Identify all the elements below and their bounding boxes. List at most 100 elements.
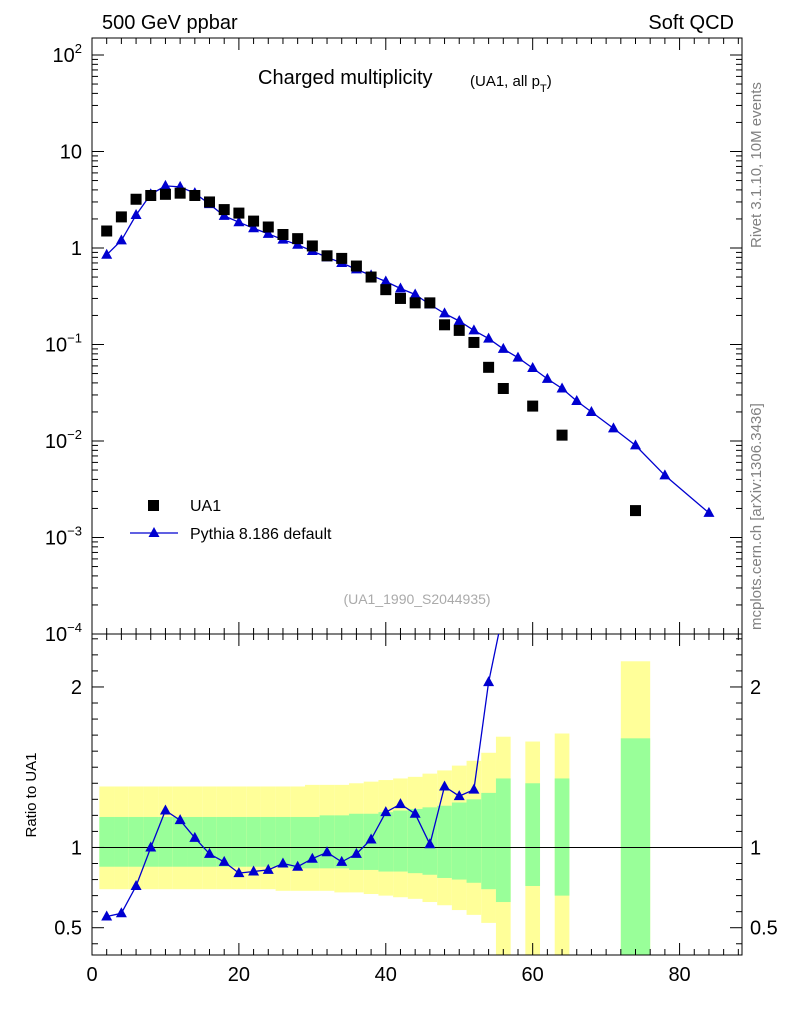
ua1-point	[159, 188, 171, 200]
ua1-point	[336, 252, 348, 264]
ua1-point	[189, 189, 201, 201]
ua1-point	[321, 250, 333, 262]
ratio-band-inner-8	[216, 816, 232, 867]
ratio-band-inner-28	[525, 783, 541, 886]
ratio-pythia-point	[306, 852, 318, 863]
xtick-label-3: 60	[522, 964, 544, 986]
rivet-label: Rivet 3.1.10, 10M events	[748, 82, 765, 248]
pythia-point	[703, 506, 715, 517]
ratio-band-inner-25	[466, 799, 482, 883]
ratio-band-inner-1	[114, 816, 129, 867]
pythia-point	[512, 351, 524, 362]
pythia-point	[409, 288, 421, 299]
ratio-band-inner-6	[187, 816, 203, 867]
main-ytick-label-0: 10−4	[45, 620, 82, 646]
ratio-band-inner-9	[231, 816, 247, 867]
ratio-pythia-point	[130, 879, 142, 890]
xtick-label-4: 80	[668, 964, 690, 986]
ratio-pythia-point	[218, 855, 230, 866]
header-left: 500 GeV ppbar	[102, 12, 238, 34]
ratio-pythia-point	[453, 790, 465, 801]
ua1-point	[483, 361, 495, 373]
title-sub: (UA1, all pT)	[470, 73, 552, 95]
ratio-band-inner-2	[128, 816, 144, 867]
ratio-pythia-point	[336, 855, 348, 866]
ua1-point	[115, 211, 127, 223]
ratio-pythia-point	[321, 846, 333, 857]
ratio-pythia-point	[365, 833, 377, 844]
ua1-point	[218, 204, 230, 216]
ratio-frame	[91, 633, 743, 956]
ua1-point	[101, 225, 113, 237]
ratio-pythia-point	[248, 865, 260, 876]
ratio-band-inner-17	[349, 813, 364, 870]
main-ytick-label-5: 10	[60, 141, 82, 163]
pythia-point	[607, 422, 619, 433]
ua1-point	[468, 336, 480, 348]
ratio-pythia-point	[292, 860, 304, 871]
ua1-point	[233, 207, 245, 219]
legend-ua1-marker	[148, 500, 159, 511]
ratio-band-inner-30	[620, 738, 651, 955]
ratio-ytick-label-right-0: 0.5	[750, 918, 778, 940]
mcplots-label: mcplots.cern.ch [arXiv:1306.3436]	[748, 403, 765, 630]
pythia-point	[115, 234, 127, 245]
ua1-point	[145, 189, 157, 201]
ratio-pythia-point	[189, 831, 201, 842]
main-ytick-label-3: 10−1	[45, 330, 82, 356]
title-main: Charged multiplicity	[258, 67, 433, 89]
pythia-point	[248, 222, 260, 233]
ratio-band-inner-21	[407, 808, 423, 874]
ua1-point	[262, 221, 274, 233]
ua1-point	[350, 260, 362, 272]
ratio-ytick-label-left-1: 1	[71, 837, 82, 859]
header-right: Soft QCD	[648, 12, 734, 34]
ratio-pythia-point	[350, 847, 362, 858]
ratio-pythia-point	[115, 907, 127, 918]
legend: UA1 Pythia 8.186 default	[130, 498, 332, 543]
ratio-band-inner-14	[304, 816, 320, 869]
ratio-pythia-point	[439, 780, 451, 791]
ratio-pythia-point	[394, 798, 406, 809]
main-ytick-label-6: 102	[53, 41, 82, 67]
ratio-pythia-point	[145, 841, 157, 852]
pythia-point	[453, 315, 465, 326]
ratio-pythia-point	[277, 857, 289, 868]
ratio-band-inner-23	[437, 805, 452, 878]
pythia-point	[541, 372, 553, 383]
ua1-point	[556, 429, 568, 441]
ua1-point	[306, 240, 318, 252]
ratio-axes: 0.5 0.51 12 20 20 40 60 80	[54, 633, 778, 986]
main-ytick-label-4: 1	[71, 238, 82, 260]
ratio-band-inner-0	[99, 816, 115, 867]
ratio-pythia-point	[159, 804, 171, 815]
ratio-ytick-label-left-2: 2	[71, 677, 82, 699]
main-ytick-label-2: 10−2	[45, 427, 82, 453]
pythia-point	[585, 405, 597, 416]
pythia-point	[159, 179, 171, 190]
ratio-band-inner-5	[172, 816, 188, 867]
analysis-watermark: (UA1_1990_S2044935)	[343, 591, 490, 607]
ua1-point	[394, 292, 406, 304]
main-frame	[91, 37, 743, 635]
xtick-label-2: 40	[375, 964, 397, 986]
ratio-band-inner-12	[275, 816, 291, 867]
main-ytick-label-1: 10−3	[45, 523, 82, 549]
legend-pythia-label: Pythia 8.186 default	[190, 526, 332, 543]
ratio-band-inner-16	[334, 815, 350, 869]
ua1-point	[453, 324, 465, 336]
ratio-band-inner-4	[158, 816, 173, 867]
ratio-pythia-point	[409, 807, 421, 818]
pythia-point	[262, 227, 274, 238]
pythia-line	[106, 185, 710, 514]
ratio-ytick-label-right-2: 2	[750, 677, 761, 699]
pythia-point	[659, 469, 671, 480]
ratio-ytick-label-right-1: 1	[750, 837, 761, 859]
chart-title: Charged multiplicity (UA1, all pT)	[258, 67, 552, 95]
ratio-pythia-point	[204, 847, 216, 858]
ratio-series-clipped	[101, 634, 500, 921]
ratio-pythia-point	[233, 867, 245, 878]
xtick-label-1: 20	[228, 964, 250, 986]
ratio-band-inner-26	[481, 792, 496, 890]
